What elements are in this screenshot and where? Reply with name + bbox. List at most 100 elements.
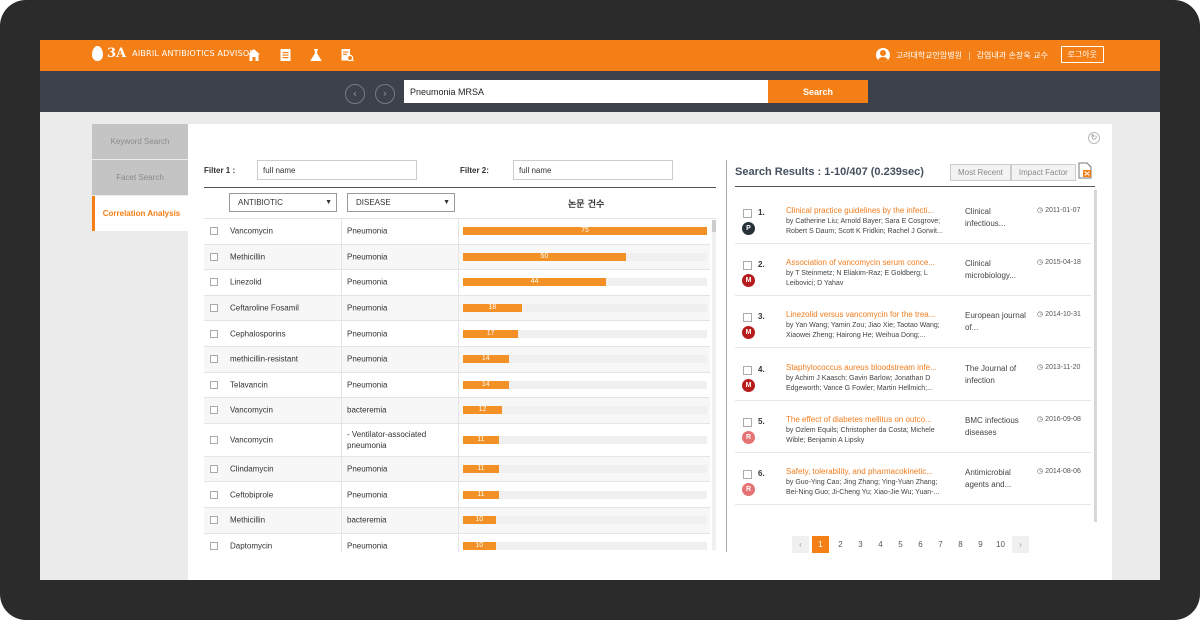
app-logo[interactable]: 3A AIBRIL ANTIBIOTICS ADVISOR [92,46,255,61]
count-column-header: 논문 건수 [568,200,605,210]
filter1-input[interactable] [257,160,417,180]
source-badge: M [742,274,755,288]
prev-page-button[interactable]: ‹ [792,536,809,553]
table-row[interactable]: Ceftobiprole Pneumonia 11 [204,482,710,508]
tab-facet-search[interactable]: Facet Search [92,160,188,195]
result-checkbox[interactable] [743,261,752,271]
page-9-button[interactable]: 9 [978,540,983,549]
table-row[interactable]: Cephalosporins Pneumonia 17 [204,321,710,347]
page-3-button[interactable]: 3 [858,540,863,549]
result-title-link[interactable]: Clinical practice guidelines by the infe… [786,206,935,215]
row-checkbox[interactable] [210,541,218,550]
tab-correlation-analysis[interactable]: Correlation Analysis [92,196,188,231]
table-row[interactable]: Methicillin Pneumonia 50 [204,244,710,271]
row-checkbox[interactable] [210,516,218,525]
excel-export-icon[interactable] [1078,162,1092,179]
result-title-link[interactable]: Association of vancomycin serum conce... [786,258,935,268]
row-checkbox[interactable] [210,435,218,444]
page-10-button[interactable]: 10 [996,540,1005,549]
flask-icon[interactable] [308,47,324,63]
page-7-button[interactable]: 7 [938,540,943,549]
column-divider [341,295,342,321]
result-journal: The Journal of infection [965,363,1017,385]
tab-keyword-search[interactable]: Keyword Search [92,124,188,159]
table-row[interactable]: Ceftaroline Fosamil Pneumonia 18 [204,295,710,322]
next-page-button[interactable]: › [1012,536,1029,553]
page-4-button[interactable]: 4 [878,540,883,549]
count-bar: 50 [463,252,626,261]
antibiotic-select[interactable]: ANTIBIOTIC ▼ [229,193,337,212]
count-bar-track: 17 [463,329,707,338]
result-checkbox[interactable] [743,209,752,218]
antibiotic-cell: Vancomycin [230,435,273,445]
sort-most-recent-button[interactable]: Most Recent [950,164,1011,181]
page-1-button[interactable]: 1 [812,536,829,553]
row-checkbox[interactable] [210,465,218,474]
result-number: 2. [758,260,765,270]
result-checkbox[interactable] [743,313,752,323]
row-checkbox[interactable] [210,227,218,236]
chevron-down-icon: ▼ [443,199,450,206]
page-8-button[interactable]: 8 [958,540,963,549]
result-checkbox[interactable] [743,470,752,479]
row-checkbox[interactable] [210,490,218,499]
sort-impact-factor-button[interactable]: Impact Factor [1010,164,1076,181]
pagination: ‹ 1 2 3 4 5 6 7 8 9 10 › [792,536,1029,553]
table-row[interactable]: Linezolid Pneumonia 44 [204,270,710,296]
scrollbar-thumb[interactable] [712,220,716,232]
antibiotic-select-label: ANTIBIOTIC [238,198,283,207]
row-checkbox[interactable] [210,252,218,261]
row-checkbox[interactable] [210,329,218,338]
result-checkbox[interactable] [743,417,752,427]
back-button[interactable]: ‹ [345,84,365,104]
page-2-button[interactable]: 2 [838,540,843,549]
column-divider [341,219,342,244]
result-title-link[interactable]: Linezolid versus vancomycin for the trea… [786,310,936,320]
result-title-link[interactable]: The effect of diabetes mellitus on outco… [786,414,932,424]
disease-cell: bacteremia [347,515,387,525]
search-button[interactable]: Search [768,80,868,103]
count-bar: 75 [463,227,707,236]
source-badge: R [742,430,755,444]
result-checkbox[interactable] [743,365,752,375]
table-row[interactable]: Methicillin bacteremia 10 [204,508,710,534]
forward-button[interactable]: › [375,84,395,104]
antibiotic-cell: methicillin-resistant [230,354,299,364]
result-authors: by Ozlem Equils; Christopher da Costa; M… [786,426,935,444]
results-scrollbar[interactable] [1094,190,1097,522]
disease-cell: Pneumonia [347,226,388,236]
search-input[interactable] [404,80,768,103]
result-date-text: 2014-10-31 [1045,311,1081,319]
column-divider [341,321,342,346]
row-checkbox[interactable] [210,355,218,364]
report-search-icon[interactable] [339,47,355,63]
table-row[interactable]: Vancomycin - Ventilator-associated pneumo… [204,423,710,457]
result-title-link[interactable]: Staphylococcus aureus bloodstream infe..… [786,362,937,372]
page-6-button[interactable]: 6 [918,540,923,549]
home-icon[interactable] [246,47,262,63]
page-5-button[interactable]: 5 [898,540,903,549]
refresh-icon[interactable]: ↻ [1088,132,1100,144]
count-bar: 14 [463,355,509,364]
table-row[interactable]: Clindamycin Pneumonia 11 [204,456,710,483]
table-scrollbar[interactable] [712,220,716,550]
result-item: 2. M Association of vancomycin serum conce… [735,244,1091,297]
app-screen: 3A AIBRIL ANTIBIOTICS ADVISOR 고려대학교안암병원 … [40,40,1160,580]
disease-cell: Pneumonia [347,277,388,287]
table-row[interactable]: Telavancin Pneumonia 14 [204,372,710,399]
row-checkbox[interactable] [210,304,218,313]
disease-select[interactable]: DISEASE ▼ [347,193,455,212]
table-row[interactable]: Vancomycin Pneumonia 75 [204,219,710,245]
filter2-input[interactable] [513,160,673,180]
clock-icon: ◷ [1037,468,1046,475]
logout-button[interactable]: 로그아웃 [1060,46,1104,63]
table-row[interactable]: Vancomycin bacteremia 12 [204,398,710,424]
result-item: 5. R The effect of diabetes mellitus on ou… [735,401,1091,453]
document-icon[interactable] [277,47,293,63]
row-checkbox[interactable] [210,406,218,415]
result-title-link[interactable]: Safety, tolerability, and pharmacokineti… [786,467,933,476]
table-row[interactable]: Daptomycin Pneumonia 10 [204,533,710,552]
row-checkbox[interactable] [210,380,218,389]
table-row[interactable]: methicillin-resistant Pneumonia 14 [204,347,710,373]
row-checkbox[interactable] [210,278,218,287]
